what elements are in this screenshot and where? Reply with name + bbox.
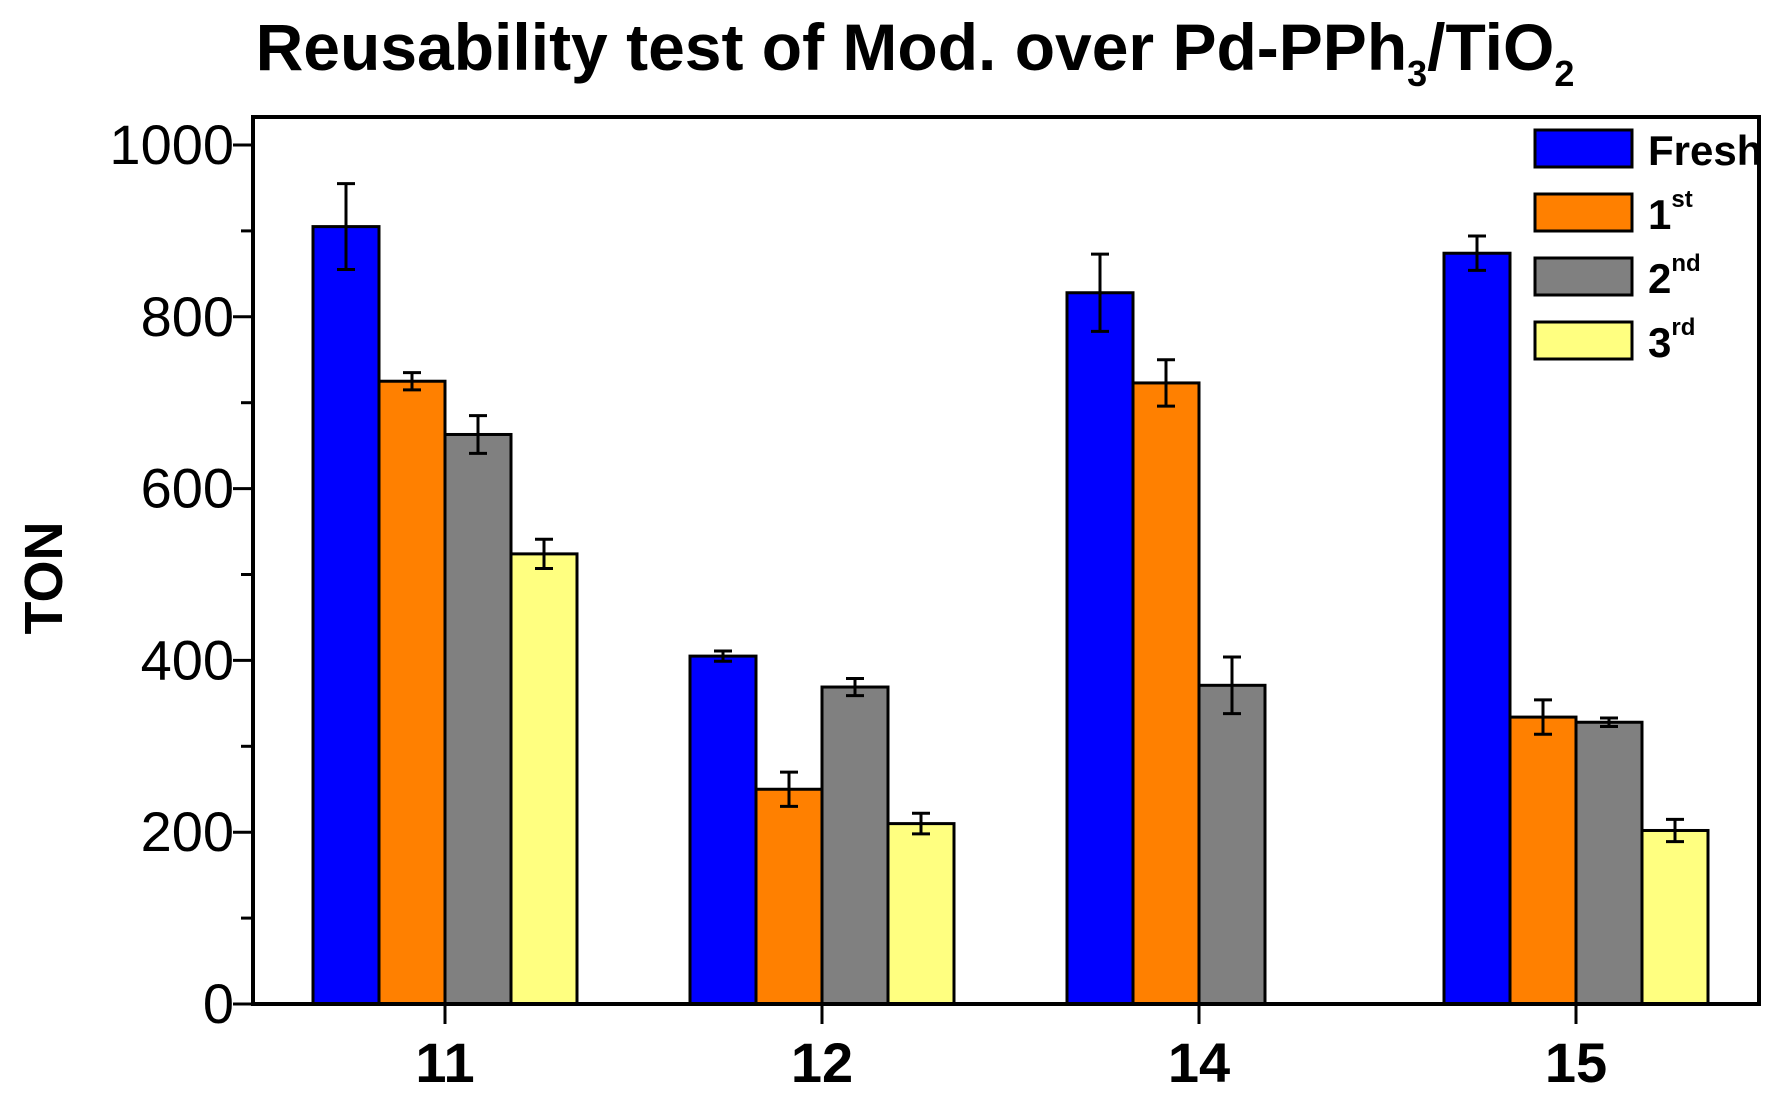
- legend-label-text: 1: [1648, 191, 1671, 238]
- chart-title-subscript-2: 2: [1554, 53, 1574, 94]
- x-tick-label: 15: [1545, 1031, 1607, 1094]
- bar: [1197, 683, 1267, 1006]
- x-tick-labels: 11 12 14 15: [415, 1031, 1607, 1094]
- bar: [1574, 720, 1644, 1006]
- axis-ticks: [233, 143, 1578, 1024]
- legend-label-text: Fresh: [1648, 127, 1762, 174]
- legend-label: Fresh: [1648, 127, 1762, 174]
- bars-group: [311, 225, 1710, 1006]
- legend-label-superscript: rd: [1671, 314, 1695, 341]
- bar: [1508, 715, 1578, 1006]
- legend: Fresh 1st 2nd 3rd: [1533, 127, 1762, 366]
- y-tick-label: 800: [141, 285, 234, 348]
- legend-label-text: 3: [1648, 319, 1671, 366]
- bar: [311, 225, 381, 1006]
- bar: [820, 685, 890, 1006]
- legend-label: 2nd: [1648, 250, 1701, 302]
- error-bars-group: [337, 182, 1684, 844]
- bar: [886, 822, 956, 1006]
- plot-frame: [251, 115, 1761, 1006]
- legend-swatch: [1533, 192, 1634, 233]
- chart-title-middle: /TiO: [1427, 10, 1554, 84]
- bar: [688, 654, 758, 1006]
- y-tick-label: 400: [141, 628, 234, 691]
- bar: [1442, 251, 1512, 1006]
- y-tick-label: 1000: [109, 113, 234, 176]
- y-tick-label: 600: [141, 457, 234, 520]
- x-tick-label: 12: [791, 1031, 853, 1094]
- chart-title-subscript-1: 3: [1407, 53, 1427, 94]
- legend-swatch: [1533, 256, 1634, 297]
- chart-title-prefix: Reusability test of Mod. over Pd-PPh: [256, 10, 1408, 84]
- y-tick-label: 0: [203, 972, 234, 1035]
- chart-title: Reusability test of Mod. over Pd-PPh3/Ti…: [256, 10, 1575, 94]
- legend-swatch: [1533, 128, 1634, 169]
- bar: [509, 552, 579, 1006]
- legend-label: 1st: [1648, 186, 1693, 238]
- legend-label-superscript: st: [1671, 186, 1692, 213]
- y-tick-label: 200: [141, 800, 234, 863]
- bar: [443, 432, 513, 1006]
- legend-label-superscript: nd: [1671, 250, 1700, 277]
- bar: [754, 787, 824, 1006]
- legend-label-text: 2: [1648, 255, 1671, 302]
- legend-label: 3rd: [1648, 314, 1695, 366]
- bar: [377, 379, 447, 1006]
- bar: [1640, 828, 1710, 1006]
- bar: [1131, 381, 1201, 1006]
- y-axis-label: TON: [14, 521, 74, 634]
- y-tick-labels: 0 200 400 600 800 1000: [109, 113, 234, 1035]
- x-tick-label: 14: [1168, 1031, 1230, 1094]
- legend-swatch: [1533, 320, 1634, 361]
- bar: [1065, 291, 1135, 1006]
- x-tick-label: 11: [415, 1031, 474, 1094]
